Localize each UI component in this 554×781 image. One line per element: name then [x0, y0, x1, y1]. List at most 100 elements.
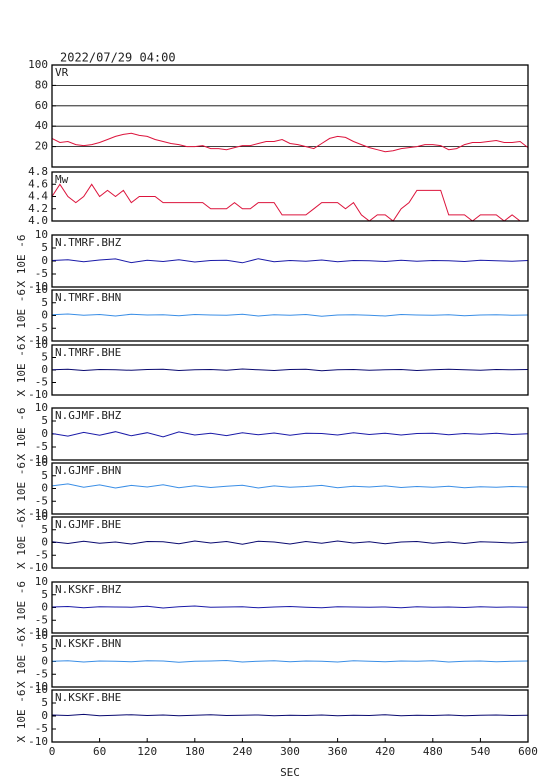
y-tick-label: 5 — [41, 351, 48, 364]
y-tick-label: 10 — [35, 228, 48, 241]
y-axis-label: X 10E -6 — [15, 408, 28, 461]
panel-frame — [51, 689, 529, 743]
y-tick-label: 10 — [35, 510, 48, 523]
y-tick-label: 4.0 — [28, 214, 48, 227]
y-axis-label: X 10E -6 — [15, 344, 28, 397]
panel-label: N.KSKF.BHZ — [55, 583, 122, 596]
y-tick-label: 4.6 — [28, 177, 48, 190]
y-tick-label: 5 — [41, 588, 48, 601]
y-tick-label: -5 — [35, 440, 48, 453]
y-tick-label: 5 — [41, 241, 48, 254]
y-tick-label: 10 — [35, 283, 48, 296]
x-tick-label: 60 — [93, 745, 106, 758]
x-tick-label: 420 — [375, 745, 395, 758]
trace — [51, 540, 529, 545]
panel-label: Mw — [55, 173, 69, 186]
trace — [51, 483, 529, 489]
panel-label: VR — [55, 66, 69, 79]
x-tick-label: 240 — [232, 745, 252, 758]
y-tick-label: 80 — [35, 78, 48, 91]
panel-frame — [51, 516, 529, 569]
trace — [51, 659, 529, 663]
y-tick-label: 20 — [35, 140, 48, 153]
x-tick-label: 0 — [49, 745, 56, 758]
panel-label: N.KSKF.BHN — [55, 637, 121, 650]
y-axis-label: X 10E -6 — [15, 690, 28, 743]
y-tick-label: 10 — [35, 575, 48, 588]
y-tick-label: 4.8 — [28, 165, 48, 178]
trace — [51, 132, 529, 153]
y-tick-label: 0 — [41, 254, 48, 267]
panel-frame — [51, 581, 529, 634]
y-tick-label: 5 — [41, 642, 48, 655]
panel-frame — [51, 64, 529, 168]
y-axis-label: X 10E -6 — [15, 289, 28, 342]
y-axis-label: X 10E -6 — [15, 516, 28, 569]
y-tick-label: 10 — [35, 456, 48, 469]
panel-frame — [51, 344, 529, 396]
y-tick-label: 5 — [41, 469, 48, 482]
y-tick-label: -5 — [35, 548, 48, 561]
x-tick-label: 540 — [470, 745, 490, 758]
panel-label: N.TMRF.BHZ — [55, 236, 122, 249]
y-tick-label: 0 — [41, 482, 48, 495]
y-tick-label: -10 — [28, 507, 48, 520]
x-tick-label: 600 — [518, 745, 538, 758]
trace — [51, 713, 529, 717]
y-tick-label: -10 — [28, 626, 48, 639]
y-axis-label: X 10E -6 — [15, 462, 28, 515]
trace — [51, 431, 529, 438]
y-tick-label: 0 — [41, 363, 48, 376]
y-axis-label: X 10E -6 — [15, 635, 28, 688]
y-tick-label: -5 — [35, 321, 48, 334]
y-tick-label: 4.2 — [28, 202, 48, 215]
y-tick-label: -10 — [28, 280, 48, 293]
y-tick-label: 10 — [35, 629, 48, 642]
panel-frame — [51, 234, 529, 288]
y-tick-label: 5 — [41, 414, 48, 427]
y-tick-label: -5 — [35, 613, 48, 626]
panel-label: N.GJMF.BHZ — [55, 409, 122, 422]
chart-title: 2022/07/29 04:00 — [60, 51, 176, 65]
y-axis-label: X 10E -6 — [15, 581, 28, 634]
x-tick-label: 120 — [137, 745, 157, 758]
y-tick-label: -10 — [28, 453, 48, 466]
y-tick-label: -5 — [35, 376, 48, 389]
trace — [51, 368, 529, 372]
y-tick-label: -10 — [28, 735, 48, 748]
y-tick-label: 0 — [41, 536, 48, 549]
panel-label: N.TMRF.BHE — [55, 346, 121, 359]
x-tick-label: 360 — [328, 745, 348, 758]
y-tick-label: 0 — [41, 601, 48, 614]
y-tick-label: 0 — [41, 655, 48, 668]
y-tick-label: 5 — [41, 296, 48, 309]
y-tick-label: -5 — [35, 267, 48, 280]
y-tick-label: 10 — [35, 338, 48, 351]
panel-frame — [51, 289, 529, 342]
y-tick-label: -5 — [35, 667, 48, 680]
y-tick-label: 4.4 — [28, 190, 48, 203]
trace — [51, 258, 529, 264]
trace — [51, 605, 529, 609]
x-tick-label: 180 — [185, 745, 205, 758]
panel-frame — [51, 635, 529, 688]
x-tick-label: 480 — [423, 745, 443, 758]
trace — [51, 313, 529, 317]
y-tick-label: -10 — [28, 561, 48, 574]
y-tick-label: -10 — [28, 388, 48, 401]
y-tick-label: 10 — [35, 401, 48, 414]
y-tick-label: -5 — [35, 494, 48, 507]
y-tick-label: 60 — [35, 99, 48, 112]
panel-frame — [51, 171, 529, 222]
panel-label: N.GJMF.BHE — [55, 518, 121, 531]
y-tick-label: 100 — [28, 58, 48, 71]
panel-label: N.GJMF.BHN — [55, 464, 121, 477]
y-axis-label: X 10E -6 — [15, 235, 28, 288]
y-tick-label: 0 — [41, 427, 48, 440]
x-axis-label: SEC — [280, 766, 300, 779]
y-tick-label: -10 — [28, 680, 48, 693]
y-tick-label: -5 — [35, 722, 48, 735]
y-tick-label: 0 — [41, 709, 48, 722]
y-tick-label: 40 — [35, 119, 48, 132]
